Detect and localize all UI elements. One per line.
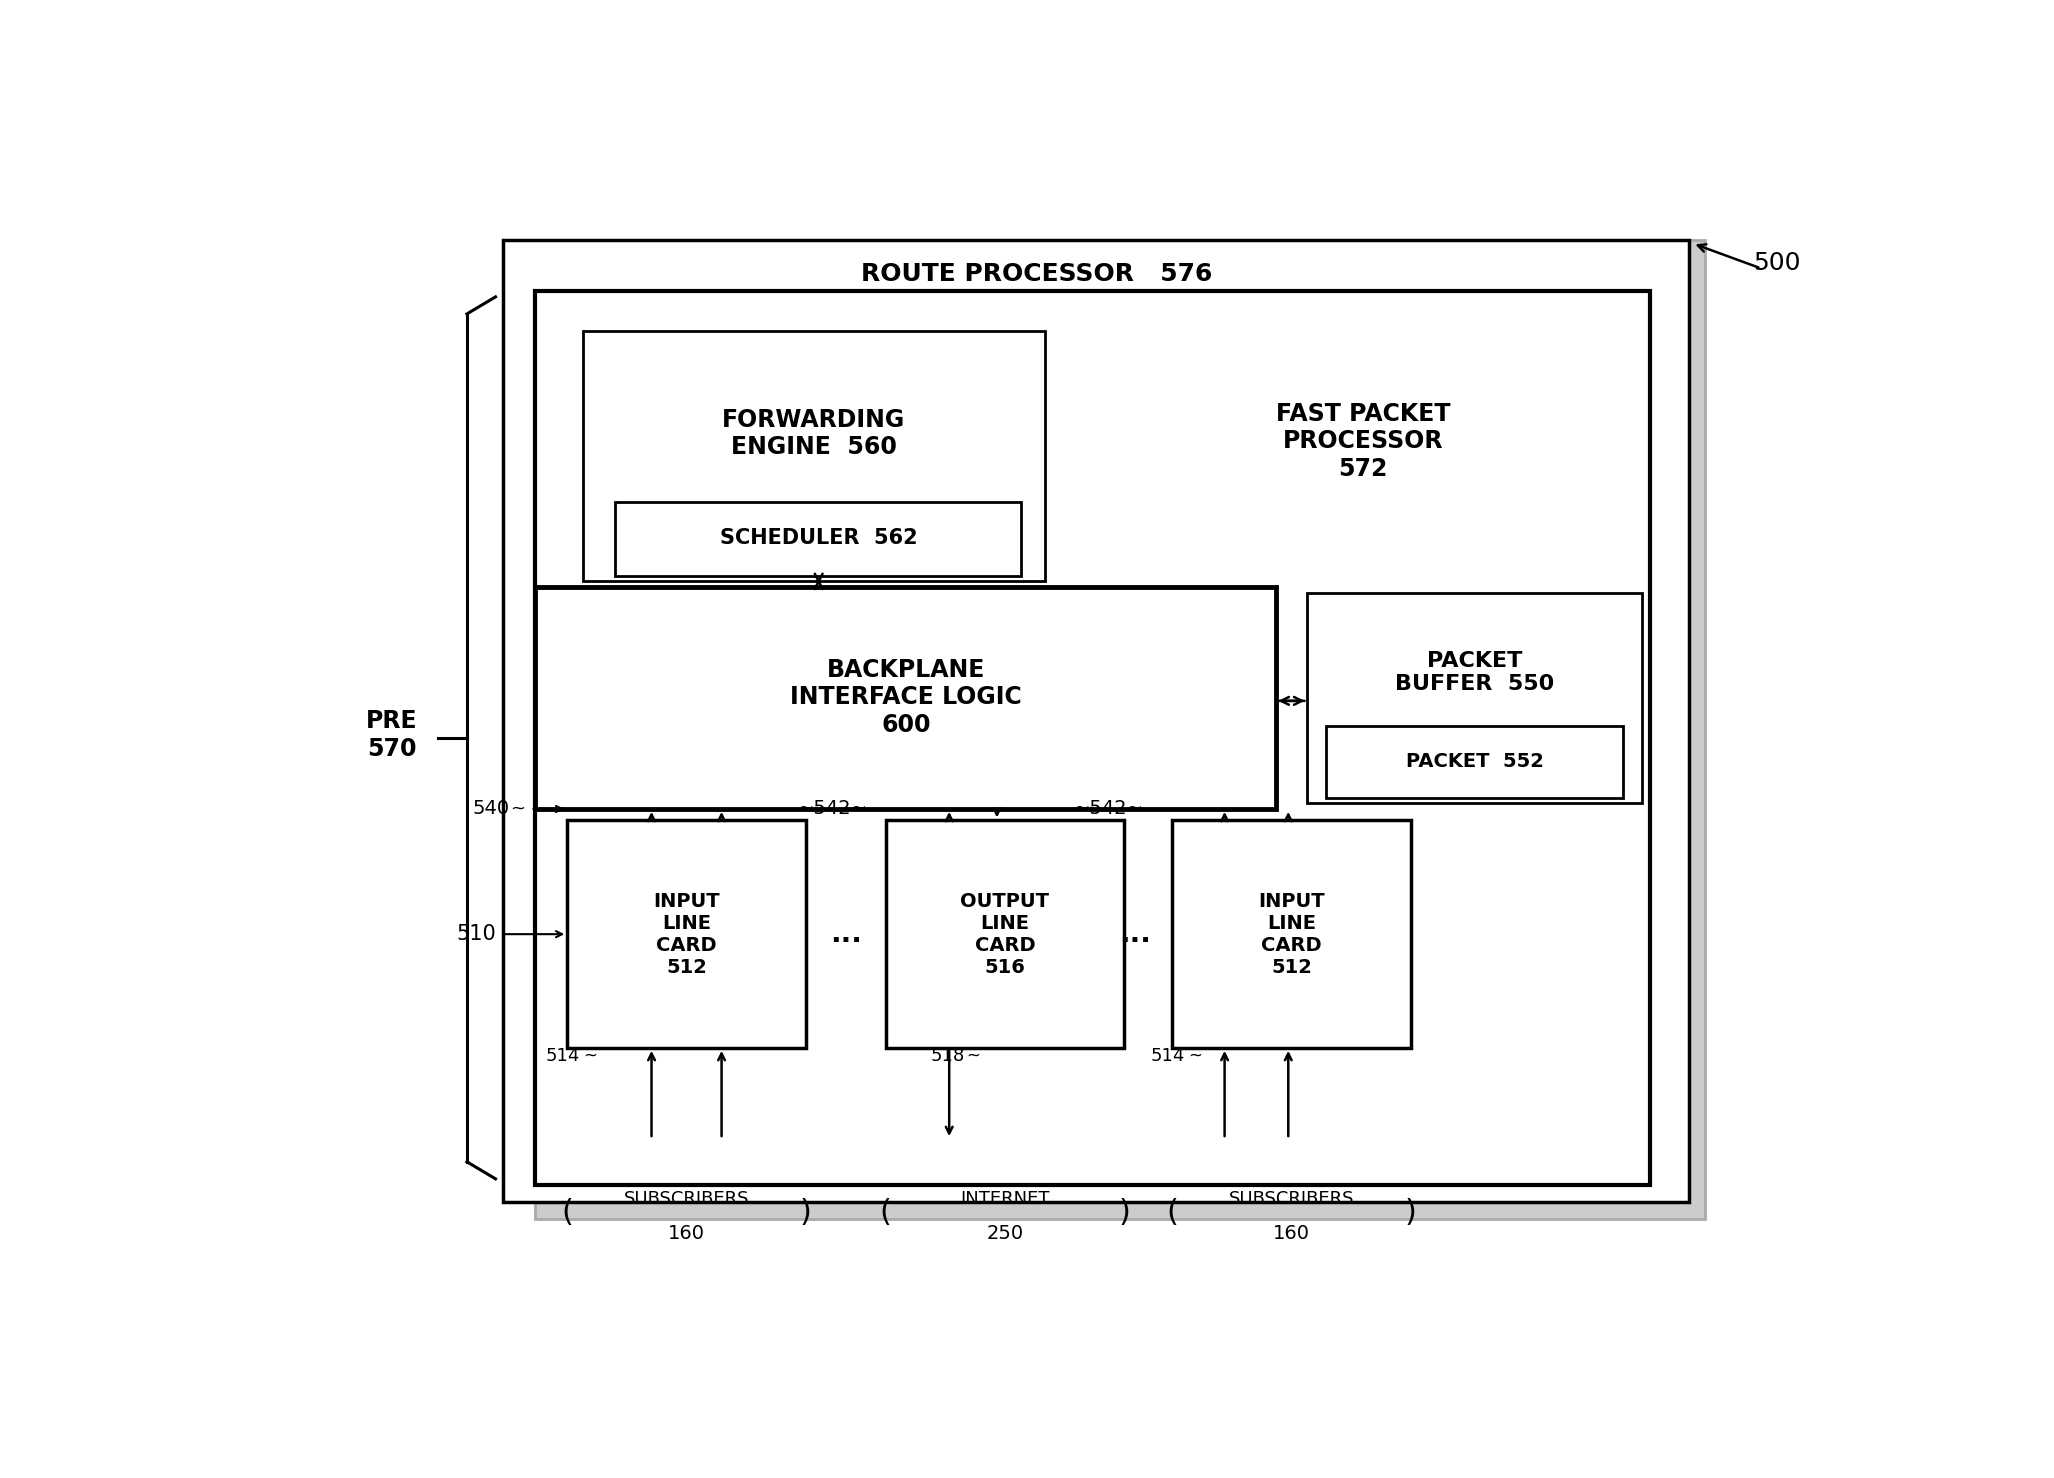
Bar bbox=[1308, 593, 1641, 803]
Text: (: ( bbox=[879, 1199, 891, 1228]
Text: SCHEDULER  562: SCHEDULER 562 bbox=[719, 528, 918, 548]
Text: INTERNET: INTERNET bbox=[959, 1190, 1050, 1209]
Text: ~: ~ bbox=[967, 1046, 980, 1066]
Bar bbox=[1327, 726, 1623, 798]
Text: PACKET
BUFFER  550: PACKET BUFFER 550 bbox=[1395, 650, 1555, 695]
Text: INPUT
LINE
CARD
512: INPUT LINE CARD 512 bbox=[653, 891, 719, 977]
Text: SUBSCRIBERS: SUBSCRIBERS bbox=[624, 1190, 750, 1209]
Text: ): ) bbox=[1117, 1199, 1130, 1228]
Text: FORWARDING
ENGINE  560: FORWARDING ENGINE 560 bbox=[723, 408, 906, 460]
Text: 514: 514 bbox=[544, 1046, 579, 1066]
Bar bbox=[583, 331, 1045, 581]
Text: ~: ~ bbox=[1187, 1046, 1202, 1066]
Text: ~542~: ~542~ bbox=[799, 800, 869, 819]
Text: 250: 250 bbox=[986, 1224, 1023, 1243]
Bar bbox=[536, 587, 1276, 808]
Text: BACKPLANE
INTERFACE LOGIC
600: BACKPLANE INTERFACE LOGIC 600 bbox=[791, 658, 1023, 738]
Bar bbox=[614, 501, 1021, 575]
Text: 510: 510 bbox=[456, 924, 497, 944]
Text: FAST PACKET
PROCESSOR
572: FAST PACKET PROCESSOR 572 bbox=[1276, 402, 1450, 482]
Text: ...: ... bbox=[830, 921, 863, 949]
Text: 514: 514 bbox=[1150, 1046, 1185, 1066]
Text: 518: 518 bbox=[930, 1046, 965, 1066]
Bar bbox=[1173, 820, 1411, 1048]
Text: 540: 540 bbox=[472, 800, 509, 819]
Text: SUBSCRIBERS: SUBSCRIBERS bbox=[1228, 1190, 1354, 1209]
Text: 160: 160 bbox=[668, 1224, 705, 1243]
Text: OUTPUT
LINE
CARD
516: OUTPUT LINE CARD 516 bbox=[961, 891, 1050, 977]
Text: (: ( bbox=[561, 1199, 573, 1228]
Text: (: ( bbox=[1167, 1199, 1179, 1228]
Text: PRE
570: PRE 570 bbox=[366, 709, 417, 761]
Text: ...: ... bbox=[1119, 921, 1152, 949]
Bar bbox=[536, 239, 1705, 1219]
Text: ROUTE PROCESSOR   576: ROUTE PROCESSOR 576 bbox=[861, 262, 1212, 287]
Text: 500: 500 bbox=[1754, 251, 1801, 275]
Text: ): ) bbox=[799, 1199, 811, 1228]
Text: ): ) bbox=[1405, 1199, 1417, 1228]
Text: ~542~: ~542~ bbox=[1074, 800, 1144, 819]
Bar bbox=[885, 820, 1124, 1048]
Text: PACKET  552: PACKET 552 bbox=[1405, 752, 1543, 770]
Bar bbox=[503, 239, 1690, 1202]
Text: INPUT
LINE
CARD
512: INPUT LINE CARD 512 bbox=[1259, 891, 1325, 977]
Bar bbox=[536, 291, 1649, 1184]
Text: ~: ~ bbox=[583, 1046, 598, 1066]
Text: ~: ~ bbox=[509, 800, 526, 817]
Text: 160: 160 bbox=[1273, 1224, 1310, 1243]
Bar bbox=[567, 820, 805, 1048]
